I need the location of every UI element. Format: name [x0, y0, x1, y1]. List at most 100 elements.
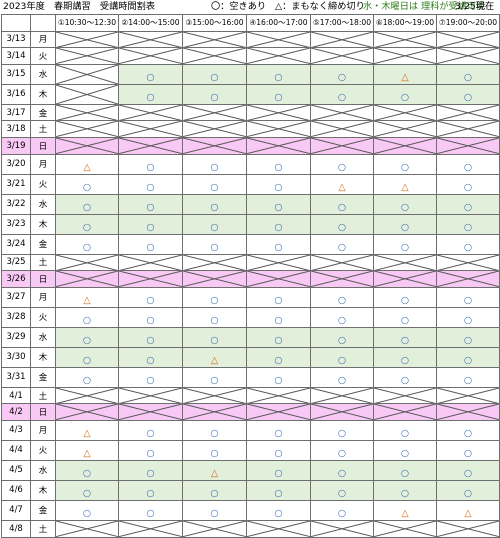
closed-slot [118, 253, 183, 272]
closed-slot [118, 403, 183, 421]
closed-slot [310, 270, 374, 288]
weekday-cell: 金 [30, 103, 56, 122]
date-cell: 4/3 [1, 419, 31, 441]
circle-icon: ○ [463, 201, 473, 213]
schedule-row: 3/16 木 ○ ○ ○ ○ ○ ○ [1, 83, 500, 105]
schedule-row: 3/18 土 [1, 120, 500, 138]
open-slot: ○ [310, 346, 374, 368]
open-slot: ○ [118, 479, 183, 501]
circle-icon: ○ [146, 201, 155, 213]
open-slot: ○ [182, 419, 247, 441]
open-slot: ○ [55, 459, 119, 481]
open-slot: ○ [310, 499, 374, 521]
schedule-row: 3/28 火 ○ ○ ○ ○ ○ ○ ○ [1, 306, 500, 328]
column-header: ⑥18:00～19:00 [373, 14, 437, 32]
circle-icon: ○ [210, 91, 219, 103]
cross-out-icon [437, 32, 499, 48]
cross-out-icon [311, 121, 373, 137]
open-slot: ○ [310, 366, 374, 388]
open-slot: ○ [310, 326, 374, 348]
column-header: ①10:30～12:30 [55, 14, 119, 32]
closed-slot [310, 136, 374, 155]
closed-slot [373, 120, 437, 138]
circle-icon: ○ [463, 221, 473, 233]
date-cell: 3/24 [1, 233, 31, 255]
schedule-row: 3/19 日 [1, 136, 500, 155]
cross-out-icon [374, 404, 436, 420]
circle-icon: ○ [274, 294, 283, 306]
open-slot: ○ [55, 173, 119, 195]
open-slot: ○ [246, 193, 311, 215]
cross-out-icon [119, 121, 182, 137]
closed-slot [118, 30, 183, 49]
date-cell: 3/19 [1, 136, 31, 155]
triangle-icon: △ [83, 294, 91, 306]
closed-slot [55, 30, 119, 49]
closed-slot [373, 103, 437, 122]
open-slot: ○ [246, 286, 311, 308]
open-slot: ○ [246, 213, 311, 235]
column-header: ⑦19:00～20:00 [436, 14, 500, 32]
date-cell: 4/5 [1, 459, 31, 481]
circle-icon: ○ [463, 314, 473, 326]
weekday-cell: 木 [30, 213, 56, 235]
open-slot: ○ [436, 306, 500, 328]
open-slot: ○ [373, 153, 437, 175]
cross-out-icon [56, 271, 118, 287]
open-slot: ○ [246, 459, 311, 481]
open-slot: ○ [118, 153, 183, 175]
cross-out-icon [437, 388, 499, 404]
closed-slot [118, 386, 183, 405]
triangle-icon: △ [210, 467, 219, 479]
closed-slot [182, 386, 247, 405]
open-slot: ○ [118, 419, 183, 441]
open-slot: ○ [55, 326, 119, 348]
open-slot: ○ [373, 286, 437, 308]
open-slot: ○ [118, 286, 183, 308]
closed-slot [55, 63, 119, 85]
open-slot: ○ [373, 326, 437, 348]
circle-icon: ○ [82, 487, 92, 499]
circle-icon: ○ [400, 334, 410, 346]
open-slot: ○ [310, 439, 374, 461]
closed-slot [55, 253, 119, 272]
open-slot: ○ [55, 366, 119, 388]
open-slot: ○ [246, 366, 311, 388]
circle-icon: ○ [82, 354, 92, 366]
triangle-icon: △ [338, 181, 346, 193]
closed-slot [436, 253, 500, 272]
cross-out-icon [374, 138, 436, 154]
circle-icon: ○ [463, 334, 473, 346]
closed-slot [182, 30, 247, 49]
circle-icon: ○ [210, 314, 219, 326]
circle-icon: ○ [400, 447, 410, 459]
few-seats-slot: △ [310, 173, 374, 195]
few-seats-slot: △ [182, 346, 247, 368]
circle-icon: ○ [337, 467, 347, 479]
closed-slot [182, 270, 247, 288]
triangle-icon: △ [464, 507, 472, 519]
few-seats-slot: △ [55, 153, 119, 175]
open-slot: ○ [246, 439, 311, 461]
circle-icon: ○ [337, 487, 347, 499]
open-slot: ○ [55, 306, 119, 328]
closed-slot [436, 103, 500, 122]
open-slot: ○ [246, 326, 311, 348]
circle-icon: ○ [400, 201, 410, 213]
open-slot: ○ [55, 346, 119, 368]
cross-out-icon [311, 271, 373, 287]
date-cell: 3/27 [1, 286, 31, 308]
cross-out-icon [183, 32, 246, 48]
cross-out-icon [247, 271, 310, 287]
circle-icon: ○ [82, 181, 92, 193]
weekday-cell: 月 [30, 286, 56, 308]
closed-slot [310, 386, 374, 405]
closed-slot [310, 120, 374, 138]
schedule-row: 3/17 金 [1, 103, 500, 122]
closed-slot [55, 83, 119, 105]
schedule-row: 3/13 月 [1, 30, 500, 49]
cross-out-icon [183, 48, 246, 64]
circle-icon: ○ [210, 507, 219, 519]
schedule-row: 4/5 水 ○ ○ △ ○ ○ ○ ○ [1, 459, 500, 481]
few-seats-slot: △ [55, 286, 119, 308]
